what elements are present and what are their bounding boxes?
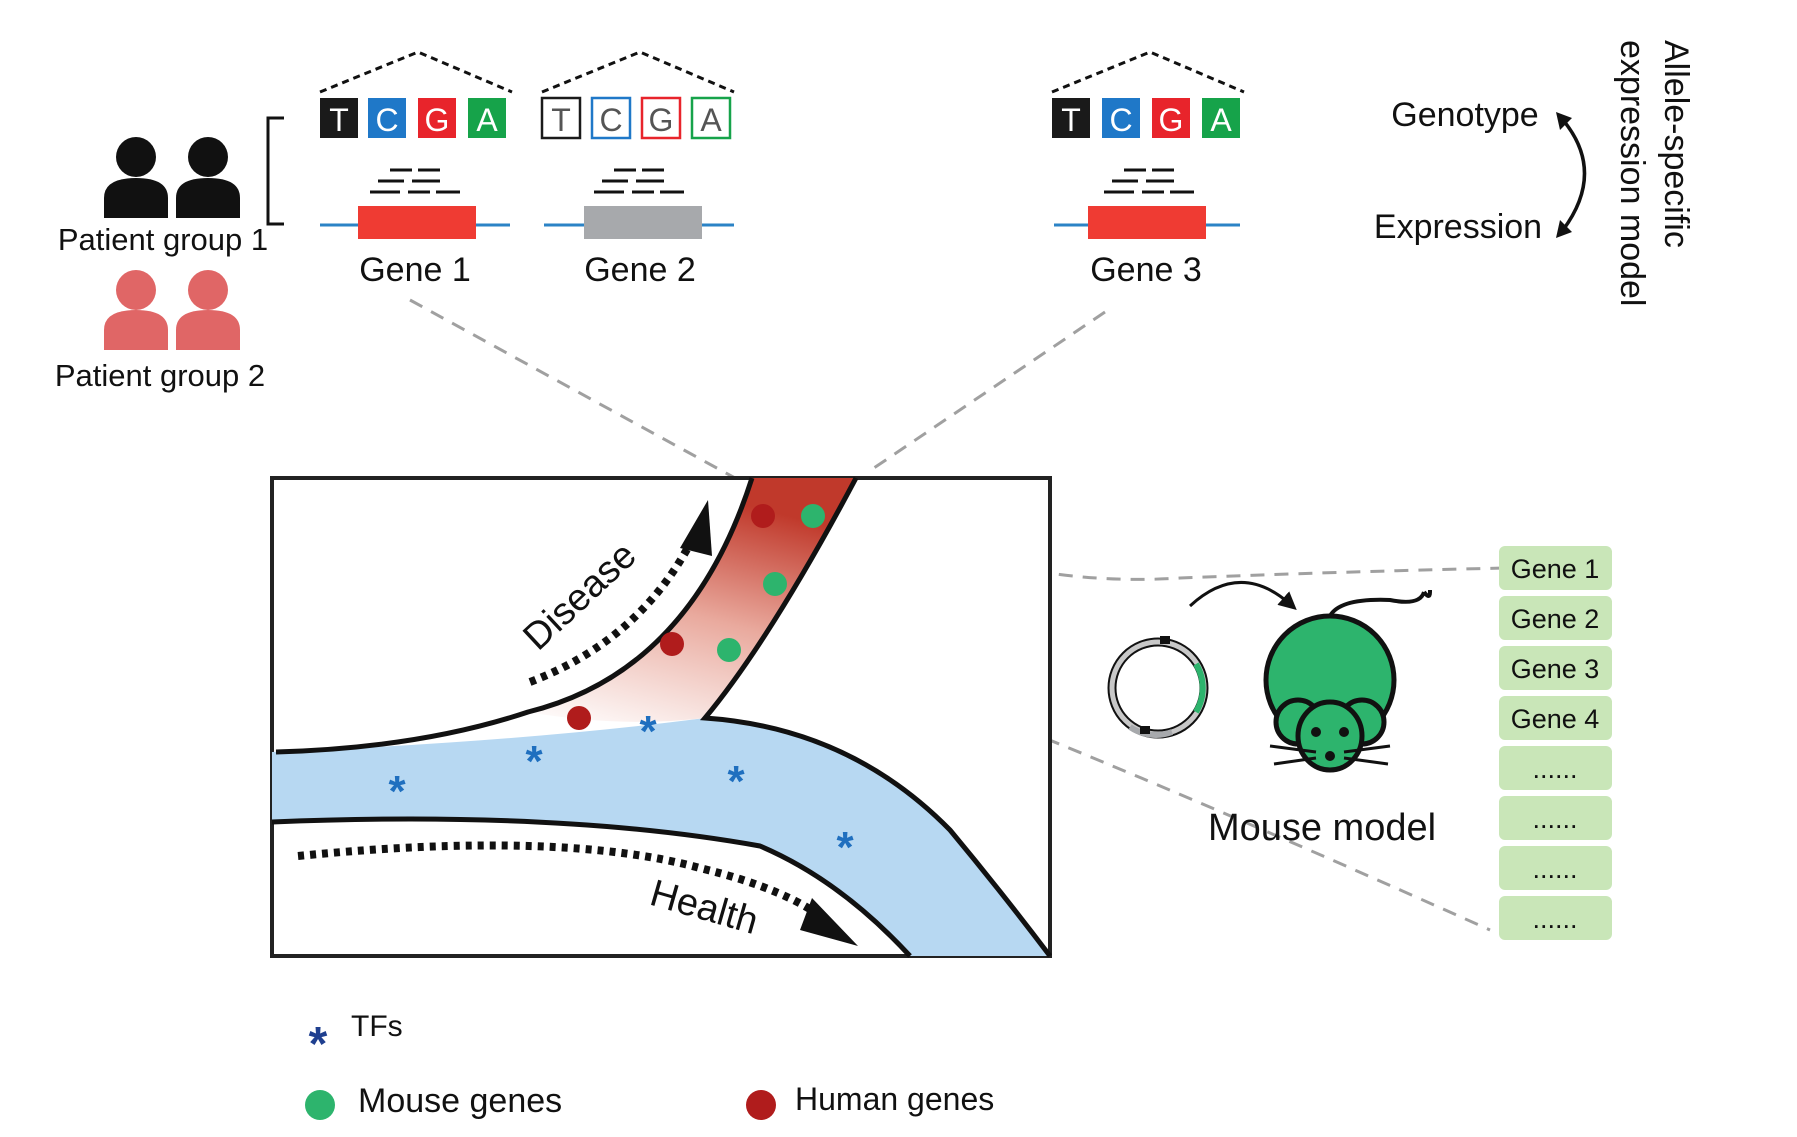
lower-boundary	[271, 816, 912, 958]
model-arrow-head-top	[1556, 112, 1572, 130]
gene-2-label: Gene 2	[584, 251, 696, 289]
expression-label: Expression	[1374, 208, 1542, 246]
gene-3-bases: T C G A	[1052, 98, 1240, 138]
gene-list-item: ......	[1532, 754, 1577, 784]
disease-arrow	[528, 538, 696, 686]
base-label: G	[649, 102, 674, 138]
base-label: T	[551, 102, 571, 138]
gene-list-item: Gene 1	[1511, 554, 1600, 584]
patient-group-2-label: Patient group 2	[55, 358, 265, 393]
base-label: G	[1159, 102, 1184, 138]
gene-list-box	[1499, 746, 1612, 790]
gene-list-item: Gene 3	[1511, 654, 1600, 684]
disease-arrow-head	[680, 500, 712, 556]
gene-list: Gene 1 Gene 2 Gene 3 Gene 4................…	[1499, 546, 1612, 940]
gene-1-group: T C G A Gene 1	[319, 50, 513, 289]
gene-3-exon	[1088, 206, 1206, 239]
base-label: A	[476, 102, 498, 138]
gene-1-dashed-hat	[319, 50, 513, 94]
base-label: G	[425, 102, 450, 138]
plasmid-icon	[1107, 636, 1209, 739]
genotype-label: Genotype	[1391, 96, 1538, 134]
gene-list-item: ......	[1532, 904, 1577, 934]
disease-band	[528, 478, 856, 722]
health-arrow-head	[800, 898, 858, 946]
gene-list-box	[1499, 796, 1612, 840]
model-title-line1: Allele-specific	[1657, 40, 1695, 248]
legend-human-label: Human genes	[795, 1081, 994, 1117]
base-label: T	[1061, 102, 1081, 138]
legend-tf-symbol: *	[309, 1018, 328, 1071]
gene-list-box	[1499, 696, 1612, 740]
legend: * TFs Mouse genes Human genes	[305, 1010, 994, 1120]
gene-3-label: Gene 3	[1090, 251, 1202, 289]
patient-group-2-icons	[104, 270, 240, 350]
fork-boundary	[699, 476, 1052, 958]
svg-text:*: *	[836, 823, 854, 872]
mouse-icon	[1263, 590, 1432, 773]
tf-asterisks: * * * * *	[388, 707, 854, 872]
svg-text:*: *	[727, 757, 745, 806]
model-cycle-arrow	[1561, 118, 1587, 232]
mouse-gene-dots	[717, 504, 825, 662]
gene-list-box	[1499, 896, 1612, 940]
svg-text:*: *	[639, 707, 657, 756]
base-label: C	[599, 102, 622, 138]
patient-group-1-icons	[104, 137, 240, 218]
health-arrow	[297, 841, 831, 926]
gene-2-bases: T C G A	[540, 96, 732, 140]
legend-mouse-dot	[305, 1090, 335, 1120]
legend-human-dot	[746, 1090, 776, 1120]
base-label: A	[1210, 102, 1232, 138]
base-label: A	[700, 102, 722, 138]
gene-1-label: Gene 1	[359, 251, 471, 289]
plasmid-to-mouse-arrow	[1188, 581, 1297, 610]
model-title: Allele-specific expression model	[1613, 40, 1695, 306]
health-band	[272, 718, 1050, 956]
patient-group-1-label: Patient group 1	[58, 222, 268, 257]
gene-2-reads	[594, 168, 684, 194]
gene-1-exon	[358, 206, 476, 239]
upper-boundary	[275, 477, 755, 755]
gene-list-box	[1499, 846, 1612, 890]
gene-2-exon	[584, 206, 702, 239]
svg-text:*: *	[388, 767, 406, 816]
patient-bracket	[266, 116, 284, 226]
gene-1-bases: T C G A	[320, 98, 506, 138]
gene-list-item: Gene 2	[1511, 604, 1600, 634]
human-gene-dots	[567, 504, 775, 730]
gene-list-item: ......	[1532, 854, 1577, 884]
model-arrow-head-bottom	[1556, 220, 1572, 238]
gene-1-reads	[370, 168, 460, 194]
gene-list-box	[1499, 546, 1612, 590]
legend-tf-label: TFs	[351, 1010, 403, 1043]
gene-list-box	[1499, 646, 1612, 690]
gene-list-item: ......	[1532, 804, 1577, 834]
gene-list-box	[1499, 596, 1612, 640]
gene-3-dashed-hat	[1051, 50, 1245, 94]
svg-text:*: *	[525, 737, 543, 786]
base-label: C	[375, 102, 398, 138]
gene-3-group: T C G A Gene 3	[1051, 50, 1245, 289]
model-title-line2: expression model	[1613, 40, 1651, 306]
base-label: C	[1109, 102, 1132, 138]
mouse-model-label: Mouse model	[1208, 807, 1436, 849]
gene-list-item: Gene 4	[1511, 704, 1600, 734]
gene-2-group: T C G A Gene 2	[540, 50, 735, 289]
gene-2-dashed-hat	[541, 50, 735, 94]
trajectory-panel: Disease Health * * * * *	[270, 476, 1052, 958]
base-label: T	[329, 102, 349, 138]
gene-3-reads	[1104, 168, 1194, 194]
legend-mouse-label: Mouse genes	[358, 1082, 562, 1120]
